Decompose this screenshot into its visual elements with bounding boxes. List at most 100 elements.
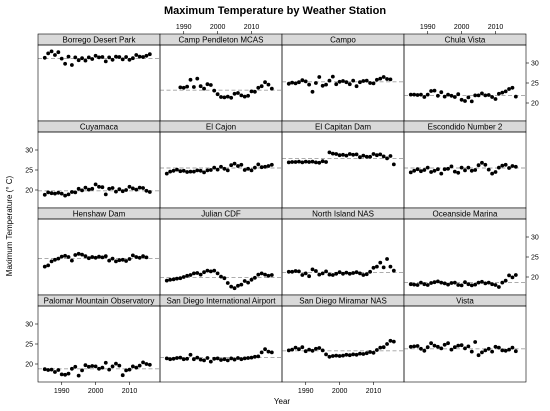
point-oceanside-marina-2000	[459, 283, 464, 288]
point-palomar-mountain-observatory-2002	[100, 365, 105, 370]
point-el-cajon-1994	[195, 168, 200, 173]
point-el-cajon-2006	[236, 164, 240, 168]
point-cuyamaca-1998	[86, 187, 91, 192]
point-north-island-nas-1998	[330, 273, 335, 277]
point-oceanside-marina-2012	[500, 280, 505, 285]
point-borrego-desert-park-1991	[63, 61, 68, 66]
point-san-diego-international-airport-1999	[212, 356, 217, 361]
point-escondido-number-2-2003	[469, 168, 474, 173]
point-palomar-mountain-observatory-2011	[130, 364, 135, 369]
point-oceanside-marina-2014	[507, 273, 511, 278]
point-north-island-nas-2005	[354, 270, 359, 275]
point-palomar-mountain-observatory-2009	[124, 368, 129, 373]
point-north-island-nas-2016	[391, 268, 396, 273]
point-julian-cdf-1992	[188, 273, 193, 277]
point-san-diego-international-airport-2010	[249, 355, 254, 360]
point-san-diego-miramar-nas-2012	[378, 345, 383, 350]
point-henshaw-dam-2007	[117, 258, 122, 263]
point-north-island-nas-2004	[351, 271, 356, 275]
point-camp-pendleton-mcas-2005	[232, 91, 237, 96]
point-escondido-number-2-2001	[463, 168, 467, 173]
point-palomar-mountain-observatory-1990	[59, 372, 64, 377]
point-palomar-mountain-observatory-2007	[117, 363, 122, 368]
point-vista-2015	[510, 345, 515, 350]
point-vista-2009	[490, 349, 495, 354]
point-el-capitan-dam-1985	[286, 160, 291, 165]
point-cuyamaca-1999	[90, 186, 95, 191]
point-campo-2009	[368, 81, 373, 85]
point-san-diego-international-airport-2003	[225, 358, 230, 363]
point-el-cajon-1997	[205, 168, 210, 173]
point-oceanside-marina-1998	[452, 280, 457, 285]
point-chula-vista-2010	[493, 97, 498, 101]
point-escondido-number-2-2008	[486, 167, 491, 172]
point-vista-1999	[456, 343, 461, 348]
point-san-diego-miramar-nas-2007	[361, 352, 366, 356]
point-borrego-desert-park-1998	[86, 55, 91, 60]
point-north-island-nas-2010	[371, 265, 376, 270]
point-cuyamaca-2013	[137, 185, 142, 190]
panel-henshaw-dam: Henshaw Dam	[37, 207, 161, 296]
point-cuyamaca-2015	[144, 188, 149, 193]
point-escondido-number-2-2011	[496, 165, 501, 170]
point-escondido-number-2-2002	[466, 165, 471, 170]
point-escondido-number-2-2006	[480, 160, 484, 165]
point-vista-1996	[446, 341, 450, 346]
y-tick-label-left-r3-25: 25	[25, 342, 33, 349]
point-escondido-number-2-1991	[429, 170, 434, 174]
point-el-cajon-2010	[249, 168, 254, 173]
point-san-diego-miramar-nas-2014	[385, 342, 389, 346]
point-camp-pendleton-mcas-2002	[222, 95, 227, 100]
panel-title-palomar-mountain-observatory: Palomar Mountain Observatory	[44, 297, 155, 306]
panel-title-el-capitan-dam: El Capitan Dam	[315, 123, 371, 132]
point-oceanside-marina-1988	[419, 280, 423, 285]
point-vista-2002	[466, 344, 471, 349]
point-el-capitan-dam-2009	[368, 154, 373, 159]
point-camp-pendleton-mcas-1996	[202, 86, 206, 91]
point-el-capitan-dam-2000	[337, 153, 342, 158]
point-henshaw-dam-1987	[49, 259, 54, 264]
point-chula-vista-2001	[463, 99, 467, 103]
point-palomar-mountain-observatory-2010	[127, 367, 132, 372]
point-oceanside-marina-1989	[422, 282, 427, 287]
point-oceanside-marina-2004	[473, 282, 478, 287]
point-borrego-desert-park-2014	[141, 55, 145, 59]
point-oceanside-marina-1995	[442, 281, 447, 286]
point-borrego-desert-park-1993	[69, 63, 74, 67]
point-borrego-desert-park-2011	[130, 56, 135, 61]
point-san-diego-miramar-nas-1993	[313, 346, 318, 351]
point-san-diego-international-airport-1987	[171, 356, 176, 361]
point-north-island-nas-2001	[341, 271, 345, 276]
point-henshaw-dam-2015	[144, 255, 149, 260]
panel-border-san-diego-international-airport	[159, 305, 283, 383]
point-palomar-mountain-observatory-2003	[103, 360, 108, 365]
point-north-island-nas-1992	[310, 267, 315, 272]
point-north-island-nas-2015	[388, 264, 393, 269]
point-el-capitan-dam-1987	[293, 160, 298, 164]
point-vista-2008	[486, 346, 491, 351]
point-henshaw-dam-2013	[137, 255, 142, 260]
point-palomar-mountain-observatory-2005	[110, 364, 115, 369]
point-north-island-nas-1986	[290, 269, 295, 274]
point-el-capitan-dam-1997	[327, 150, 332, 155]
point-el-capitan-dam-1989	[300, 160, 305, 165]
point-campo-1992	[310, 89, 315, 94]
point-julian-cdf-2012	[256, 272, 261, 277]
point-palomar-mountain-observatory-1995	[76, 373, 81, 378]
point-escondido-number-2-2014	[507, 166, 511, 170]
point-san-diego-miramar-nas-1989	[300, 345, 305, 350]
y-tick-label-right-r2-20: 20	[531, 275, 539, 282]
point-el-cajon-1992	[188, 169, 193, 174]
point-el-capitan-dam-2012	[378, 152, 383, 157]
point-oceanside-marina-1986	[412, 282, 417, 287]
point-oceanside-marina-2006	[480, 279, 484, 284]
point-chula-vista-1993	[435, 93, 440, 98]
point-vista-1998	[452, 345, 457, 350]
point-camp-pendleton-mcas-2007	[239, 93, 244, 98]
point-el-capitan-dam-2013	[381, 154, 386, 159]
point-palomar-mountain-observatory-2013	[137, 363, 142, 368]
point-camp-pendleton-mcas-1998	[208, 83, 213, 87]
point-camp-pendleton-mcas-1999	[212, 88, 217, 93]
point-julian-cdf-1999	[212, 268, 217, 273]
point-escondido-number-2-2013	[503, 162, 508, 167]
